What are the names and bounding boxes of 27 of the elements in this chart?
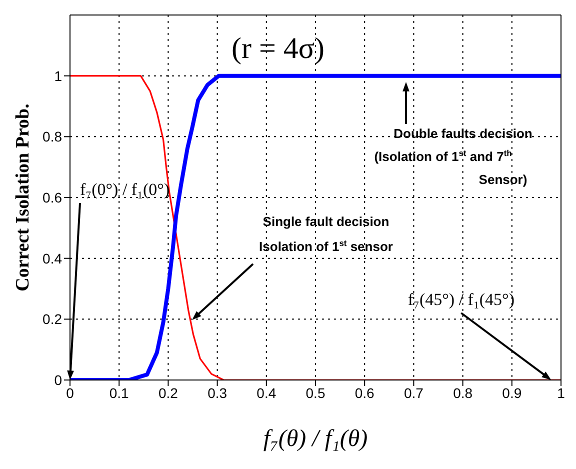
y-tick-label: 0.4	[42, 250, 62, 266]
y-axis-title: Correct Isolation Prob.	[12, 104, 34, 292]
x-tick-label: 0.3	[208, 384, 228, 401]
y-tick-label: 0.2	[42, 311, 62, 328]
x-tick-label: 0	[66, 384, 74, 401]
y-tick-label: 0.6	[42, 189, 62, 206]
y-tick-label: 0.8	[42, 128, 62, 145]
x-tick-label: 0.2	[158, 384, 178, 401]
x-axis-title: f₇(θ) / f₁(θ)	[263, 426, 368, 452]
x-tick-label: 0.6	[354, 384, 375, 401]
annotation: Sensor)	[478, 172, 528, 187]
annotation: Double faults decision	[394, 126, 532, 141]
annotation: f₇(45°) / f₁(45°)	[408, 290, 514, 309]
y-tick-label: 0	[54, 372, 62, 388]
annotation: Single fault decision	[262, 214, 390, 229]
annotation: (r = 4σ)	[231, 32, 325, 65]
annotation: Isolation of 1$^{st}$ sensor	[259, 238, 393, 254]
x-tick-label: 0.1	[109, 384, 130, 401]
x-tick-label: 1	[557, 384, 566, 401]
x-tick-label: 0.9	[502, 384, 522, 401]
annotation: f₇(0°) / f₁(0°)	[80, 180, 170, 199]
y-tick-label: 1	[54, 68, 62, 84]
x-tick-label: 0.7	[404, 384, 424, 401]
annotation: (Isolation of 1$^{st}$ and 7$^{th}$	[374, 148, 512, 164]
x-tick-label: 0.5	[306, 384, 326, 401]
x-tick-label: 0.8	[453, 384, 473, 401]
x-tick-label: 0.4	[256, 384, 276, 401]
